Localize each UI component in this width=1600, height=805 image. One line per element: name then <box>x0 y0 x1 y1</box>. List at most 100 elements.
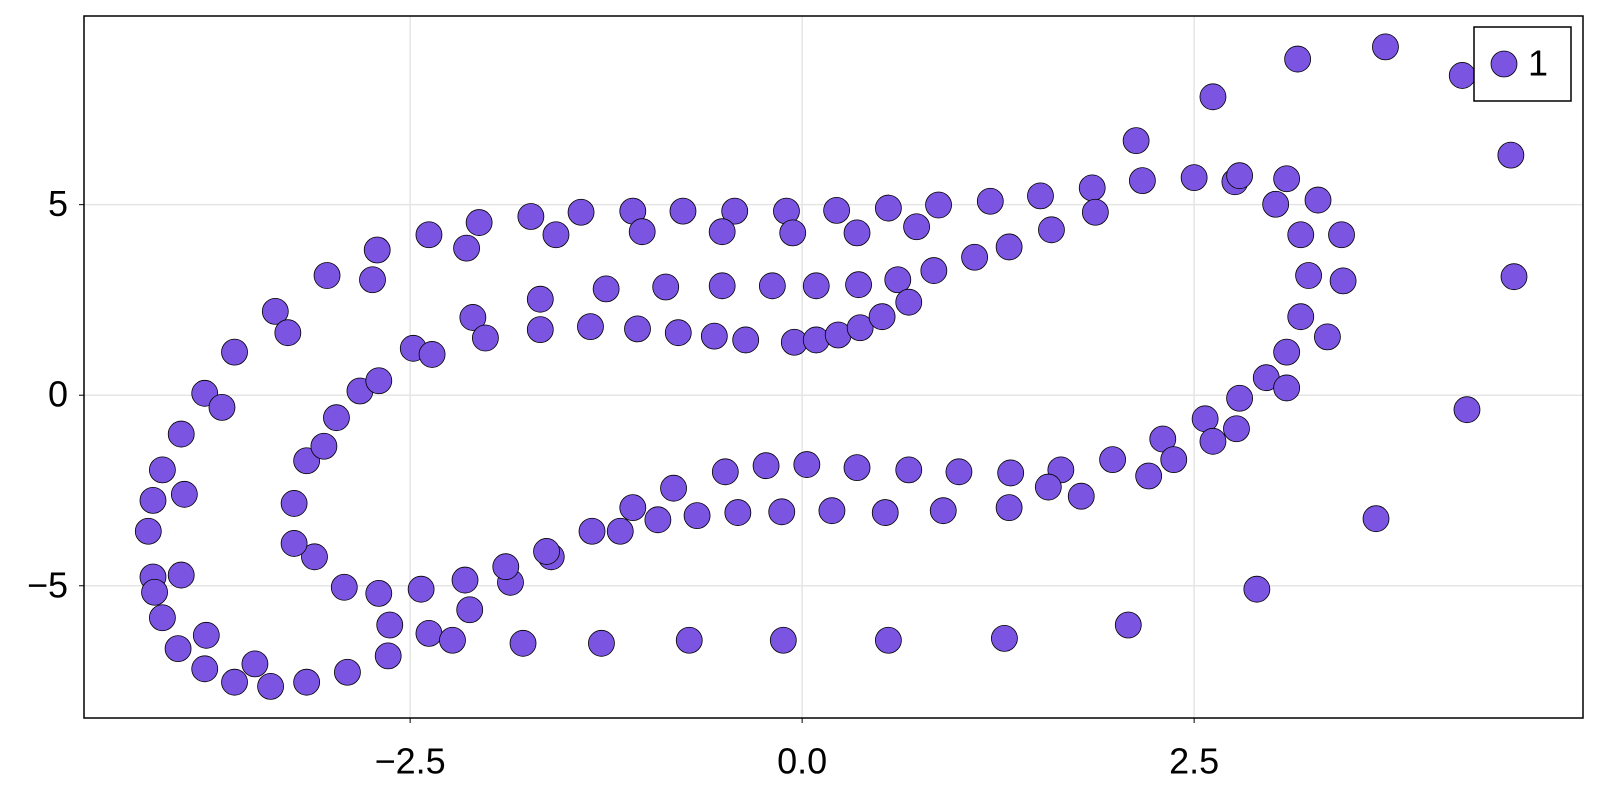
point <box>1287 221 1315 249</box>
point <box>1497 141 1525 169</box>
point <box>793 451 821 478</box>
point <box>1453 396 1481 424</box>
point <box>134 517 162 545</box>
point <box>976 187 1004 215</box>
point <box>301 543 328 571</box>
point <box>868 303 896 331</box>
point <box>415 619 443 647</box>
point <box>675 626 703 654</box>
point <box>418 341 446 368</box>
point <box>1191 405 1219 433</box>
legend-marker <box>1490 50 1518 78</box>
legend: 1 <box>1473 26 1572 102</box>
point <box>334 658 361 686</box>
y-tick-label: 0 <box>48 374 68 415</box>
point <box>920 257 948 284</box>
point <box>779 219 807 247</box>
point <box>664 319 692 347</box>
point <box>884 266 912 294</box>
point <box>818 497 846 525</box>
point <box>374 642 402 670</box>
point <box>293 668 321 696</box>
point <box>1262 190 1290 218</box>
x-tick-label: −2.5 <box>375 741 446 782</box>
point <box>619 494 647 522</box>
point <box>376 611 404 639</box>
point <box>1199 427 1227 455</box>
point <box>1114 611 1142 639</box>
point <box>148 604 176 632</box>
point <box>624 315 651 343</box>
point <box>708 218 736 246</box>
point <box>592 275 620 303</box>
point <box>1034 473 1062 501</box>
point <box>1448 62 1476 89</box>
point <box>459 304 487 331</box>
point <box>846 314 874 342</box>
point <box>752 452 780 480</box>
point <box>1304 186 1332 214</box>
point <box>1273 165 1301 193</box>
point <box>363 236 391 264</box>
point <box>871 499 899 526</box>
point <box>526 285 554 313</box>
point <box>724 499 752 526</box>
point <box>170 480 198 508</box>
point <box>628 218 656 246</box>
point <box>1078 174 1106 202</box>
point <box>588 629 615 657</box>
point <box>874 626 902 654</box>
point <box>802 326 830 354</box>
point <box>221 668 248 696</box>
point <box>945 458 973 486</box>
point <box>845 271 872 299</box>
point <box>1099 446 1127 474</box>
point <box>439 626 466 654</box>
point <box>700 322 728 350</box>
point <box>606 517 634 545</box>
point <box>1328 221 1355 249</box>
point <box>732 326 760 354</box>
point <box>1284 45 1312 73</box>
point <box>310 432 338 460</box>
point <box>1223 415 1250 443</box>
point <box>1226 384 1254 412</box>
point <box>365 367 393 395</box>
point <box>929 497 957 525</box>
point <box>1314 323 1341 351</box>
point <box>1027 182 1054 210</box>
point <box>995 494 1023 522</box>
point <box>533 538 560 565</box>
point <box>492 553 520 581</box>
point <box>274 319 302 347</box>
plot-frame <box>83 15 1584 719</box>
point <box>164 635 192 663</box>
point <box>1122 127 1150 155</box>
point <box>241 650 269 678</box>
point <box>843 454 871 482</box>
point <box>995 233 1023 261</box>
x-tick-label: 0.0 <box>777 741 827 782</box>
point <box>1273 338 1301 366</box>
point <box>1273 374 1301 402</box>
point <box>711 458 739 486</box>
y-tick-label: −5 <box>27 564 68 605</box>
point <box>721 197 749 225</box>
point <box>192 621 220 649</box>
point <box>1372 33 1399 61</box>
point <box>874 194 902 222</box>
point <box>141 578 168 606</box>
point <box>903 213 931 241</box>
point <box>456 596 484 624</box>
point <box>961 243 989 271</box>
point <box>451 566 479 594</box>
point <box>991 624 1018 652</box>
point <box>323 404 350 432</box>
point <box>1287 303 1315 331</box>
point <box>365 579 393 607</box>
point <box>1128 167 1156 195</box>
point <box>139 486 167 514</box>
point <box>148 456 176 484</box>
point <box>453 234 480 262</box>
point <box>925 191 952 219</box>
